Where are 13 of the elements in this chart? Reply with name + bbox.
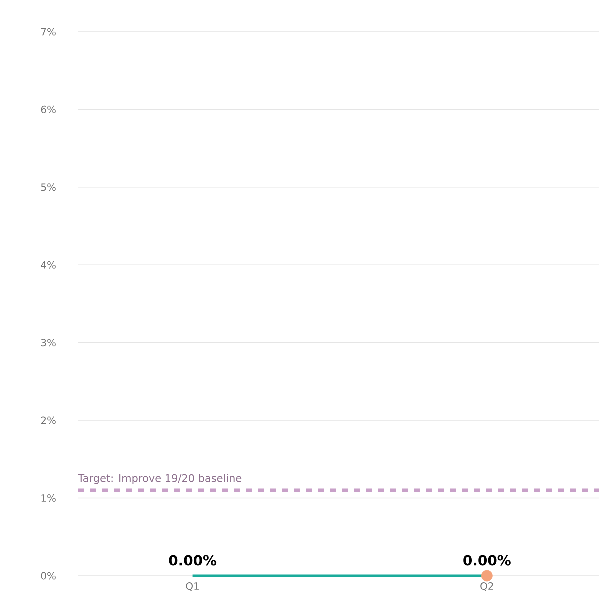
data-label: 0.00% <box>464 555 511 566</box>
y-tick-label: 0% <box>41 572 56 580</box>
x-tick-label: Q1 <box>186 582 199 592</box>
x-tick-label: Q2 <box>480 582 494 592</box>
y-tick-label: 2% <box>41 416 56 424</box>
data-label: 0.00% <box>169 555 217 566</box>
y-tick-label: 5% <box>41 184 56 192</box>
ref-line-label: Target: Improve 19/20 baseline <box>78 474 242 484</box>
y-tick-label: 6% <box>41 106 56 114</box>
y-tick-label: 4% <box>41 261 56 269</box>
y-tick-label: 7% <box>41 28 56 36</box>
y-tick-label: 1% <box>42 494 56 502</box>
y-tick-label: 3% <box>41 339 56 347</box>
